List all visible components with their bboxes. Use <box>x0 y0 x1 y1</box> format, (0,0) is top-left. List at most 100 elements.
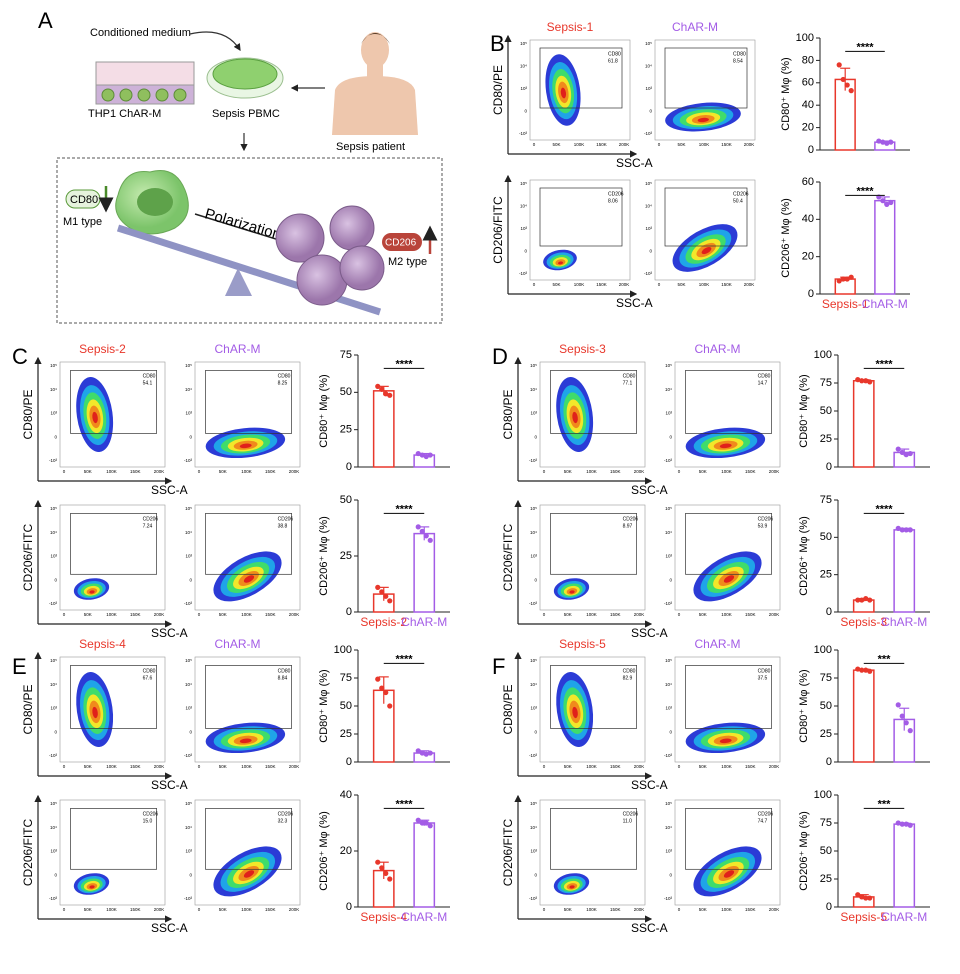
data-point <box>387 392 393 398</box>
data-point <box>863 895 869 901</box>
pbmc <box>212 58 278 90</box>
flow-y-tick: 0 <box>534 577 537 582</box>
flow-y-tick: 10⁴ <box>520 64 527 69</box>
gate-value: 53.9 <box>758 524 768 530</box>
data-point <box>387 876 393 882</box>
flow-y-tick: 10³ <box>645 226 652 231</box>
flow-y-tick: 10³ <box>530 706 537 711</box>
data-point <box>888 139 894 145</box>
flow-x-tick: 100K <box>721 469 732 474</box>
flow-x-tick: 200K <box>289 764 300 769</box>
y-tick-label: 0 <box>808 144 814 156</box>
data-point <box>844 276 850 282</box>
gate-value: 67.6 <box>143 676 153 682</box>
data-point <box>415 817 421 823</box>
flow-y-tick: -10³ <box>664 458 673 463</box>
flow-x-tick: 200K <box>634 469 645 474</box>
flow-x-tick: 150K <box>265 764 276 769</box>
flow-y-tick: 10⁴ <box>530 387 537 392</box>
flow-y-tick: 0 <box>669 577 672 582</box>
bar-chart: 0 25 50 75 100 CD80⁺ Mφ (%) **** <box>318 644 450 768</box>
data-point <box>895 525 901 531</box>
flow-x-tick: 150K <box>721 142 732 147</box>
gate <box>550 665 637 729</box>
flow-x-tick: 150K <box>610 469 621 474</box>
flow-y-tick: 0 <box>669 872 672 877</box>
flow-y-tick: 10³ <box>665 849 672 854</box>
density <box>92 411 98 424</box>
flow-x-tick: 100K <box>721 612 732 617</box>
cells <box>101 88 187 102</box>
data-point <box>895 820 901 826</box>
flow-x-tick: 50K <box>84 764 92 769</box>
gate <box>685 665 772 729</box>
data-point <box>415 524 421 530</box>
data-point <box>907 527 913 533</box>
flow-x-tick: 50K <box>84 907 92 912</box>
flow-x-tick: 200K <box>154 764 165 769</box>
fulcrum <box>225 268 252 296</box>
y-tick-label: 100 <box>814 349 832 361</box>
flow-y-tick: 10³ <box>50 554 57 559</box>
density <box>243 870 255 878</box>
flow-y-tick: 10⁴ <box>520 204 527 209</box>
flow-y-tick: 10⁵ <box>520 181 527 186</box>
category-label: Sepsis-1 <box>822 297 869 311</box>
data-point <box>867 597 873 603</box>
plot-frame <box>654 179 756 281</box>
flow-x-tick: 150K <box>596 142 607 147</box>
flow-x-tick: 50K <box>564 764 572 769</box>
flow-x-tick: 200K <box>154 469 165 474</box>
label: Polarization <box>203 205 283 243</box>
flow-y-tick: -10³ <box>519 271 528 276</box>
data-point <box>379 865 385 871</box>
category-label: ChAR-M <box>881 615 927 629</box>
flow-x-tick: 100K <box>586 469 597 474</box>
y-tick-label: 0 <box>826 756 832 768</box>
density <box>701 247 712 255</box>
gate <box>550 370 637 434</box>
data-point <box>888 199 894 206</box>
flow-x-tick: 150K <box>745 469 756 474</box>
data-point <box>836 278 842 284</box>
flow-x-tick: 200K <box>634 764 645 769</box>
gate <box>70 665 157 729</box>
flow-y-label: CD80/PE <box>501 684 515 734</box>
nucleus <box>137 188 173 216</box>
data-point <box>895 702 901 708</box>
y-tick-label: 80 <box>802 54 814 66</box>
flow-x-label: SSC-A <box>631 626 668 640</box>
flow-y-tick: -10³ <box>49 896 58 901</box>
data-point <box>899 449 905 456</box>
flow-y-tick: -10³ <box>664 753 673 758</box>
density <box>569 885 575 889</box>
gate <box>539 47 623 109</box>
flow-y-tick: 10⁴ <box>185 682 192 687</box>
flow-x-tick: 50K <box>219 764 227 769</box>
flow-x-tick: 100K <box>574 282 585 287</box>
gate-value: 14.7 <box>758 381 768 387</box>
gate-name: CD80 <box>608 51 621 57</box>
flow-y-label: CD80/PE <box>21 389 35 439</box>
flow-y-tick: 10⁴ <box>530 825 537 830</box>
condition-title: Sepsis-1 <box>547 20 594 34</box>
flow-y-tick: -10³ <box>529 601 538 606</box>
flow-x-tick: 50K <box>219 907 227 912</box>
flow-y-tick: -10³ <box>184 601 193 606</box>
y-tick-label: 100 <box>814 789 832 801</box>
y-tick-label: 75 <box>340 349 352 361</box>
flow-x-tick: 0 <box>63 469 66 474</box>
density <box>239 738 252 744</box>
bar-chart: 0 20 40 60 80 100 CD80⁺ Mφ (%) **** <box>780 32 910 156</box>
plot-frame <box>194 656 301 763</box>
plot-frame <box>194 361 301 468</box>
